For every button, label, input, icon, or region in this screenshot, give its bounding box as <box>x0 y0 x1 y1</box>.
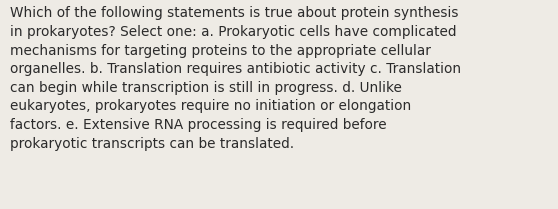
Text: Which of the following statements is true about protein synthesis
in prokaryotes: Which of the following statements is tru… <box>10 6 461 151</box>
